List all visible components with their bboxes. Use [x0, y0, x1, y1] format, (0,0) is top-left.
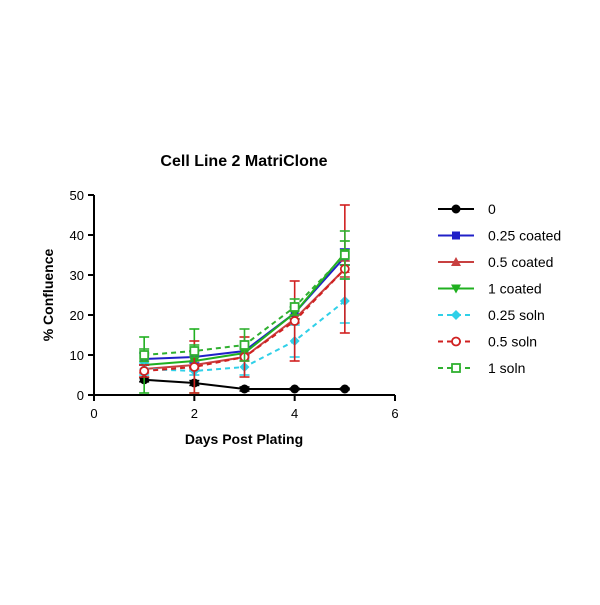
- legend-label: 0.25 coated: [488, 228, 561, 244]
- y-tick-label: 30: [70, 268, 84, 283]
- legend-item: 0.5 soln: [438, 334, 537, 350]
- x-tick-label: 2: [191, 406, 198, 421]
- legend-item: 0.25 coated: [438, 228, 561, 244]
- data-point: [189, 362, 200, 372]
- chart-title: Cell Line 2 MatriClone: [160, 153, 327, 170]
- y-tick-label: 10: [70, 348, 84, 363]
- data-point: [139, 366, 150, 376]
- x-tick-label: 4: [291, 406, 298, 421]
- x-axis-label: Days Post Plating: [185, 431, 303, 447]
- y-tick-label: 20: [70, 308, 84, 323]
- data-point: [289, 316, 300, 326]
- legend-marker: [451, 204, 461, 214]
- legend-label: 0.5 coated: [488, 254, 553, 270]
- legend-marker: [451, 257, 461, 266]
- y-tick-label: 40: [70, 228, 84, 243]
- axes: 0 2 4 6 0 10 20 30 40 50: [70, 188, 399, 421]
- data-point: [340, 384, 350, 394]
- data-point: [339, 250, 350, 260]
- data-point: [139, 350, 150, 360]
- series-0_5-soln: [139, 204, 350, 394]
- data-point: [240, 384, 249, 394]
- series-0: [139, 375, 350, 394]
- legend-label: 0.5 soln: [488, 334, 537, 350]
- legend-marker: [451, 284, 461, 294]
- legend: 0 0.25 coated 0.5 coated 1 coated 0.25 soln 0…: [438, 201, 561, 376]
- plot-area: [139, 204, 350, 394]
- legend-item: 0.25 soln: [438, 307, 545, 323]
- series-1-soln: [139, 230, 350, 362]
- legend-item: 1 soln: [438, 360, 525, 376]
- legend-label: 0.25 soln: [488, 307, 545, 323]
- data-point: [289, 302, 300, 312]
- legend-item: 1 coated: [438, 281, 542, 297]
- data-point: [290, 384, 300, 394]
- legend-marker: [451, 336, 461, 347]
- data-point: [189, 346, 200, 356]
- data-point: [239, 340, 250, 350]
- legend-label: 1 soln: [488, 360, 525, 376]
- x-tick-label: 0: [90, 406, 97, 421]
- legend-marker: [451, 363, 461, 373]
- legend-marker: [452, 231, 460, 240]
- y-tick-label: 50: [70, 188, 84, 203]
- legend-item: 0.5 coated: [438, 254, 553, 270]
- legend-label: 0: [488, 201, 496, 217]
- y-tick-label: 0: [77, 388, 84, 403]
- x-tick-label: 6: [391, 406, 398, 421]
- y-axis-label: % Confluence: [40, 249, 56, 342]
- legend-item: 0: [438, 201, 496, 217]
- legend-marker: [451, 310, 461, 320]
- legend-label: 1 coated: [488, 281, 542, 297]
